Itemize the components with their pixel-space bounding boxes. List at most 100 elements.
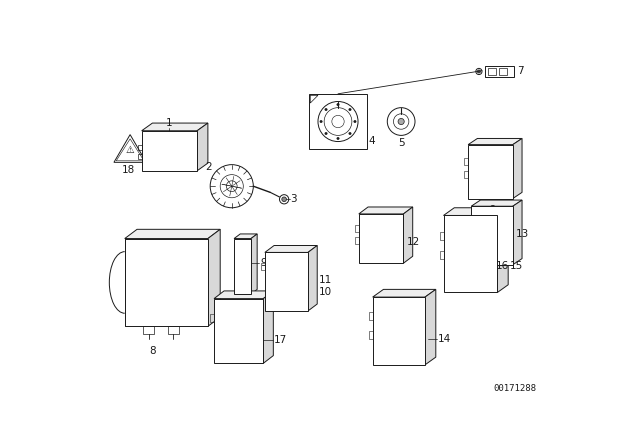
Bar xyxy=(363,240,378,258)
Bar xyxy=(359,214,403,263)
Bar xyxy=(468,145,513,198)
Bar xyxy=(499,68,507,75)
Text: 10: 10 xyxy=(319,288,332,297)
Bar xyxy=(138,154,141,159)
Polygon shape xyxy=(372,289,436,297)
Bar xyxy=(378,332,396,359)
Bar xyxy=(214,299,263,363)
Bar xyxy=(168,326,179,334)
Bar xyxy=(218,305,235,329)
Bar xyxy=(444,215,497,293)
Polygon shape xyxy=(125,229,220,238)
Bar xyxy=(488,68,496,75)
Bar xyxy=(148,138,188,163)
Bar xyxy=(261,263,265,270)
Circle shape xyxy=(349,108,351,111)
Bar xyxy=(381,219,397,257)
Polygon shape xyxy=(234,234,257,238)
Polygon shape xyxy=(471,200,522,206)
Circle shape xyxy=(398,118,404,125)
Bar xyxy=(129,248,157,317)
Polygon shape xyxy=(513,200,522,265)
Text: 1: 1 xyxy=(166,118,173,128)
Text: 15: 15 xyxy=(509,261,523,271)
Bar xyxy=(369,313,372,320)
Bar xyxy=(473,173,490,192)
Bar xyxy=(159,238,164,243)
Bar xyxy=(136,238,141,243)
Text: 18: 18 xyxy=(122,165,135,176)
Circle shape xyxy=(325,132,327,135)
Bar xyxy=(471,206,513,265)
Text: 4: 4 xyxy=(369,136,376,146)
Text: 17: 17 xyxy=(274,335,287,345)
Bar xyxy=(369,331,372,339)
Polygon shape xyxy=(425,289,436,365)
Bar xyxy=(269,258,284,280)
Circle shape xyxy=(477,70,481,73)
Circle shape xyxy=(282,197,287,202)
Text: ⚠: ⚠ xyxy=(125,145,134,155)
Polygon shape xyxy=(265,246,317,252)
Circle shape xyxy=(337,103,339,106)
Bar xyxy=(471,222,488,286)
Text: 9: 9 xyxy=(260,258,267,268)
Polygon shape xyxy=(359,207,413,214)
Bar xyxy=(151,142,163,159)
Bar xyxy=(218,332,235,357)
Bar xyxy=(440,251,444,258)
Text: 5: 5 xyxy=(398,138,404,148)
Polygon shape xyxy=(468,138,522,145)
Bar xyxy=(166,142,183,159)
Text: 00171288: 00171288 xyxy=(493,383,536,392)
Text: 8: 8 xyxy=(149,346,156,356)
Bar xyxy=(440,233,444,240)
Bar xyxy=(473,151,490,170)
Bar xyxy=(355,225,359,232)
Bar xyxy=(210,314,214,322)
Bar xyxy=(234,238,251,294)
Bar xyxy=(475,212,489,234)
Bar xyxy=(372,297,425,365)
Polygon shape xyxy=(197,123,208,171)
Circle shape xyxy=(354,121,356,123)
Bar xyxy=(399,303,417,359)
Bar xyxy=(182,238,188,243)
Polygon shape xyxy=(263,291,273,363)
Polygon shape xyxy=(208,229,220,326)
Polygon shape xyxy=(513,138,522,198)
Text: 12: 12 xyxy=(406,237,420,247)
Text: 6: 6 xyxy=(488,205,495,215)
Bar xyxy=(363,219,378,237)
Bar xyxy=(475,237,489,258)
Bar xyxy=(467,234,471,241)
Bar xyxy=(378,303,396,329)
Circle shape xyxy=(320,121,322,123)
Polygon shape xyxy=(214,291,273,299)
Bar xyxy=(288,258,302,305)
Polygon shape xyxy=(251,234,257,294)
Bar xyxy=(467,220,471,227)
Bar xyxy=(269,283,284,305)
Bar xyxy=(448,255,467,286)
Text: 14: 14 xyxy=(437,334,451,344)
Bar xyxy=(147,238,153,243)
Bar xyxy=(239,305,254,357)
Bar xyxy=(464,171,468,178)
Polygon shape xyxy=(497,208,508,293)
Polygon shape xyxy=(141,123,208,131)
Polygon shape xyxy=(444,208,508,215)
Text: 16: 16 xyxy=(496,261,509,271)
Circle shape xyxy=(325,108,327,111)
Bar xyxy=(125,238,208,326)
Bar xyxy=(143,326,154,334)
Bar xyxy=(265,252,308,311)
Text: 2: 2 xyxy=(205,162,212,172)
Bar xyxy=(448,222,467,252)
Text: 7: 7 xyxy=(517,66,524,77)
Bar xyxy=(464,159,468,165)
Bar xyxy=(493,151,507,191)
Text: 3: 3 xyxy=(291,194,297,203)
Bar xyxy=(160,248,188,317)
Bar xyxy=(138,145,141,150)
